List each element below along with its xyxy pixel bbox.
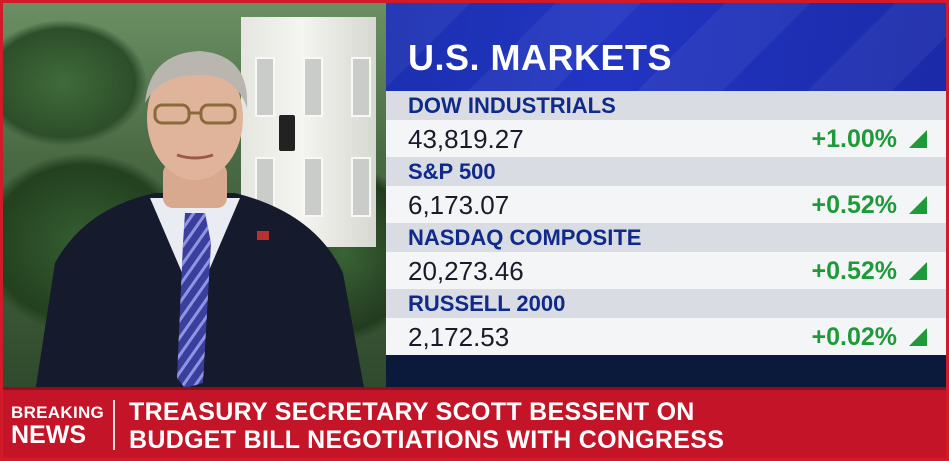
market-row-sp500: S&P 500 6,173.07 +0.52% (386, 157, 946, 223)
index-change: +0.52% (811, 257, 898, 285)
index-price: 20,273.46 (408, 256, 524, 286)
headline-line2: BUDGET BILL NEGOTIATIONS WITH CONGRESS (129, 426, 725, 454)
breaking-news-label: BREAKING NEWS (11, 402, 105, 449)
up-triangle-icon (909, 262, 927, 280)
breaking-news-bar: BREAKING NEWS TREASURY SECRETARY SCOTT B… (3, 387, 946, 458)
video-feed (3, 3, 386, 387)
index-values: 2,172.53 +0.02% (386, 318, 946, 355)
index-price: 6,173.07 (408, 190, 510, 220)
market-row-nasdaq: NASDAQ COMPOSITE 20,273.46 +0.52% (386, 223, 946, 289)
index-values: 43,819.27 +1.00% (386, 120, 946, 157)
index-values: 20,273.46 +0.52% (386, 252, 946, 289)
breaking-label-line1: BREAKING (11, 403, 105, 422)
label-divider (113, 400, 115, 450)
markets-header: U.S. MARKETS (386, 3, 946, 91)
index-name: DOW INDUSTRIALS (386, 91, 946, 120)
background-building (241, 17, 376, 247)
up-triangle-icon (909, 196, 927, 214)
index-values: 6,173.07 +0.52% (386, 186, 946, 223)
breaking-label-line2: NEWS (11, 421, 86, 449)
up-triangle-icon (909, 328, 927, 346)
index-price: 43,819.27 (408, 124, 524, 154)
index-change: +1.00% (811, 125, 898, 153)
markets-panel: U.S. MARKETS DOW INDUSTRIALS 43,819.27 +… (386, 3, 946, 387)
index-price: 2,172.53 (408, 322, 510, 352)
up-triangle-icon (909, 130, 927, 148)
headline: TREASURY SECRETARY SCOTT BESSENT ON BUDG… (129, 398, 724, 454)
bar-top-rule (3, 387, 946, 390)
index-name: S&P 500 (386, 157, 946, 186)
headline-line1: TREASURY SECRETARY SCOTT BESSENT ON (129, 398, 695, 426)
index-name: RUSSELL 2000 (386, 289, 946, 318)
index-change: +0.52% (811, 191, 898, 219)
market-row-russell: RUSSELL 2000 2,172.53 +0.02% (386, 289, 946, 355)
markets-title: U.S. MARKETS (408, 37, 673, 78)
index-name: NASDAQ COMPOSITE (386, 223, 946, 252)
index-change: +0.02% (811, 323, 898, 351)
lantern (279, 115, 295, 151)
market-row-dow: DOW INDUSTRIALS 43,819.27 +1.00% (386, 91, 946, 157)
markets-list: DOW INDUSTRIALS 43,819.27 +1.00% S&P 500… (386, 91, 946, 355)
speaker-figure (35, 51, 364, 387)
